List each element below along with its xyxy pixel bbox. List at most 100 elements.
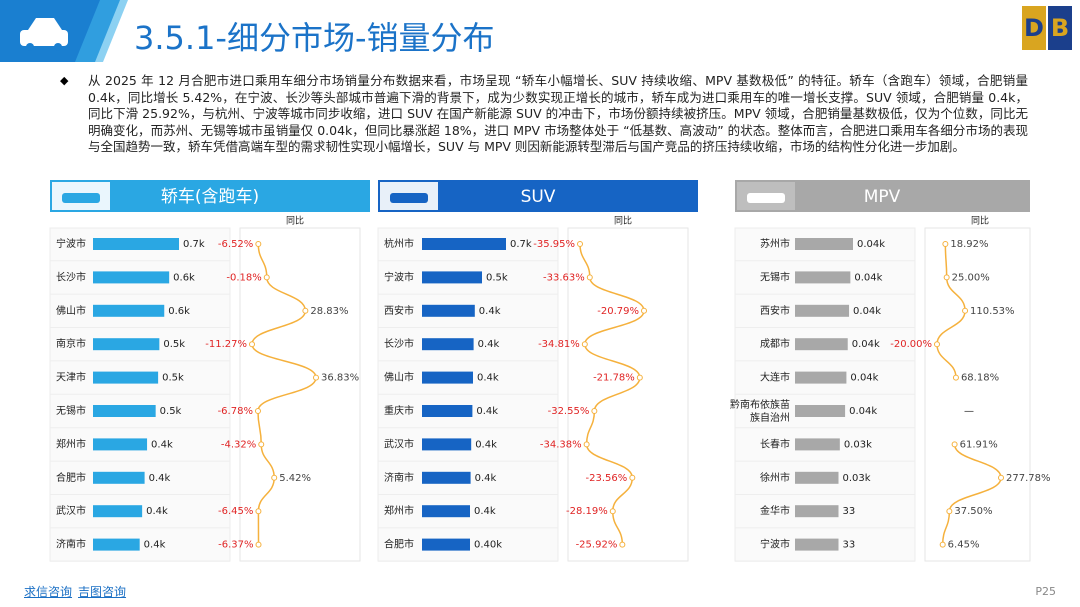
value-label: 0.04k bbox=[853, 306, 881, 317]
category-label: 宁波市 bbox=[760, 538, 790, 551]
yoy-point bbox=[254, 408, 261, 414]
bar bbox=[422, 304, 475, 317]
value-label: -6.45% bbox=[218, 506, 253, 517]
yoy-point bbox=[619, 541, 626, 548]
value-label: 277.78% bbox=[1006, 473, 1051, 484]
svg-text:D: D bbox=[1024, 14, 1044, 42]
value-label: -28.19% bbox=[566, 506, 608, 517]
bar bbox=[93, 304, 165, 317]
car-icon bbox=[747, 193, 785, 203]
bar bbox=[795, 238, 853, 250]
category-label: 济南市 bbox=[56, 538, 86, 551]
value-label: 0.4k bbox=[475, 473, 497, 484]
yoy-point bbox=[939, 541, 946, 548]
value-label: 0.4k bbox=[474, 506, 496, 517]
bar bbox=[422, 405, 473, 417]
value-label: -20.79% bbox=[597, 306, 639, 317]
yoy-point bbox=[302, 307, 309, 314]
category-label: 武汉市 bbox=[384, 437, 414, 450]
yoy-point bbox=[249, 341, 255, 348]
header-stripe bbox=[75, 0, 128, 62]
line-panel-bg bbox=[567, 227, 689, 562]
category-label: 天津市 bbox=[56, 371, 86, 384]
value-label: 0.4k bbox=[475, 439, 497, 450]
yoy-point bbox=[998, 474, 1004, 481]
category-label: 南京市 bbox=[56, 337, 86, 350]
value-label: 37.50% bbox=[954, 506, 992, 517]
yoy-point bbox=[636, 374, 643, 381]
value-label: 0.6k bbox=[173, 272, 195, 283]
line-panel-bg bbox=[924, 227, 1031, 562]
value-label: 0.4k bbox=[478, 339, 500, 350]
category-label: 宁波市 bbox=[56, 237, 86, 250]
car-icon bbox=[390, 193, 428, 203]
yoy-point bbox=[581, 341, 588, 348]
yoy-point bbox=[629, 474, 636, 481]
value-label: 25.00% bbox=[952, 272, 990, 283]
category-label: 宁波市 bbox=[384, 270, 414, 283]
bar bbox=[93, 405, 156, 417]
value-label: 0.04k bbox=[854, 272, 882, 283]
value-label: 0.4k bbox=[476, 406, 498, 417]
value-label: 0.5k bbox=[486, 272, 508, 283]
page-number: P25 bbox=[1035, 585, 1056, 598]
category-label: 济南市 bbox=[384, 471, 414, 484]
bar bbox=[795, 438, 840, 451]
value-label: — bbox=[964, 406, 974, 417]
yoy-point bbox=[943, 274, 950, 281]
value-label: 0.04k bbox=[852, 339, 880, 350]
yoy-line bbox=[251, 243, 317, 545]
summary: 从 2025 年 12 月合肥市进口乘用车细分市场销量分布数据来看，市场呈现 “… bbox=[88, 73, 1028, 155]
yoy-line bbox=[579, 243, 645, 545]
yoy-point bbox=[641, 307, 647, 314]
line-title: 同比 bbox=[971, 215, 989, 227]
bar bbox=[795, 271, 851, 284]
logo: D B bbox=[1022, 6, 1072, 50]
bullet: ◆ bbox=[60, 74, 69, 87]
category-label: 成都市 bbox=[760, 337, 790, 350]
bar bbox=[93, 338, 160, 351]
value-label: -23.56% bbox=[586, 473, 628, 484]
footer-links: 求信咨询 吉图咨询 bbox=[24, 583, 132, 600]
yoy-point bbox=[962, 307, 969, 314]
yoy-point bbox=[583, 441, 590, 448]
category-label: 无锡市 bbox=[56, 404, 86, 417]
value-label: 18.92% bbox=[950, 239, 988, 250]
yoy-point bbox=[263, 274, 270, 281]
bar bbox=[422, 538, 470, 551]
value-label: 0.04k bbox=[850, 373, 878, 384]
value-label: 28.83% bbox=[310, 306, 348, 317]
category-label: 西安市 bbox=[760, 304, 790, 317]
value-label: 5.42% bbox=[279, 473, 311, 484]
yoy-point bbox=[609, 508, 616, 515]
yoy-line bbox=[941, 444, 1002, 545]
category-label: 长沙市 bbox=[384, 337, 414, 350]
value-label: 0.4k bbox=[479, 306, 501, 317]
yoy-point bbox=[271, 474, 278, 481]
value-label: 110.53% bbox=[970, 306, 1015, 317]
bar bbox=[795, 304, 850, 317]
value-label: 0.7k bbox=[183, 239, 205, 250]
value-label: -34.38% bbox=[540, 439, 582, 450]
bar bbox=[795, 471, 839, 484]
bar bbox=[93, 238, 179, 250]
category-label: 长沙市 bbox=[56, 270, 86, 283]
car-icon bbox=[20, 18, 68, 51]
line-panel-bg bbox=[239, 227, 361, 562]
value-label: 0.4k bbox=[144, 540, 166, 551]
category-label: 苏州市 bbox=[760, 237, 790, 250]
value-label: -6.78% bbox=[218, 406, 253, 417]
category-label: 武汉市 bbox=[56, 504, 86, 517]
yoy-point bbox=[255, 508, 262, 515]
link[interactable]: 求信咨询 bbox=[24, 585, 73, 599]
line-title: 同比 bbox=[614, 215, 632, 227]
link[interactable]: 吉图咨询 bbox=[78, 585, 127, 599]
yoy-point bbox=[258, 441, 265, 448]
yoy-point bbox=[313, 374, 319, 381]
bar bbox=[93, 505, 143, 518]
bar bbox=[795, 505, 839, 518]
yoy-point bbox=[952, 374, 959, 381]
value-label: -11.27% bbox=[205, 339, 247, 350]
